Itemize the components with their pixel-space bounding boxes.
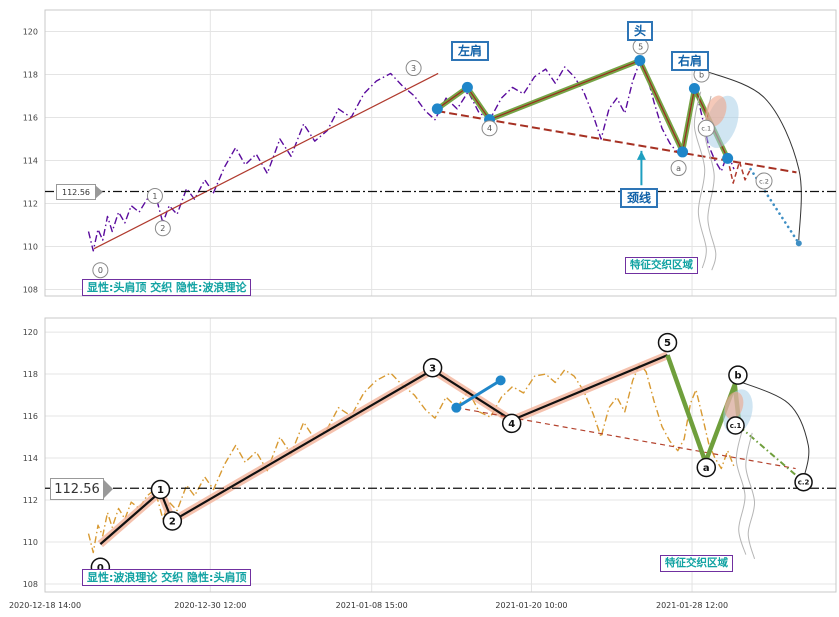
x-tick-label: 2020-12-18 14:00 [9, 601, 81, 610]
price-line-top [87, 60, 735, 252]
badge-2 [154, 220, 171, 237]
badge-3 [422, 358, 443, 378]
badge-2 [162, 511, 183, 531]
right-shoulder-label: 右肩 [671, 51, 710, 71]
hidden-shoulder-dot [495, 375, 506, 386]
x-tick-label: 2020-12-30 12:00 [174, 601, 246, 610]
pattern-dot [688, 82, 700, 94]
pattern-dot [461, 81, 473, 93]
wave-line [99, 354, 668, 545]
head-label: 头 [627, 21, 654, 41]
badge-c.1 [726, 416, 745, 435]
x-tick-label: 2021-01-28 12:00 [656, 601, 728, 610]
badge-text: 5 [664, 338, 671, 349]
badge-text: 5 [638, 42, 643, 51]
badge-text: c.2 [798, 479, 810, 487]
pattern-dot [634, 55, 646, 67]
y-tick-label: 112 [23, 496, 38, 505]
badge-0 [92, 262, 109, 279]
neckline-label: 颈线 [620, 188, 659, 208]
badge-text: b [734, 371, 741, 382]
badge-text: 2 [160, 224, 165, 233]
x-tick-label: 2021-01-20 10:00 [495, 601, 567, 610]
badge-text: c.1 [730, 422, 742, 430]
badge-text: b [699, 70, 704, 79]
badge-text: 0 [97, 563, 104, 574]
badge-text: 4 [487, 124, 492, 133]
price-tag-bottom: 112.56 [50, 478, 104, 500]
panel-legend-top: 显性:头肩顶 交织 隐性:波浪理论 [82, 279, 252, 296]
panel-border [44, 9, 837, 297]
panel-bottom: 108 110 112 114 116 118 120 0 1 2 3 4 5 a b c.1 c.2 2020-… [9, 317, 837, 610]
badge-text: 1 [152, 192, 157, 201]
y-tick-label: 114 [23, 454, 38, 463]
badge-1 [146, 188, 163, 205]
y-tick-label: 108 [23, 580, 38, 589]
panel-legend-bottom: 显性:波浪理论 交织 隐性:头肩顶 [82, 569, 252, 586]
feature-zone-label-top: 特征交织区域 [625, 257, 698, 274]
y-tick-label: 116 [23, 114, 38, 123]
y-tick-label: 120 [23, 28, 38, 37]
badge-text: 1 [157, 485, 164, 496]
spiral-line-1 [735, 428, 747, 555]
left-shoulder-label: 左肩 [451, 41, 490, 61]
y-tick-label: 120 [23, 328, 38, 337]
link-arc [736, 379, 810, 480]
badge-4 [481, 120, 498, 137]
x-tick-label: 2021-01-08 15:00 [336, 601, 408, 610]
badge-4 [501, 413, 522, 434]
tail-red-zigzag [726, 158, 752, 184]
badge-a [696, 457, 717, 478]
wave-glow [97, 351, 670, 548]
panel-border [44, 317, 837, 593]
badge-text: 2 [169, 517, 176, 528]
highlight-ellipse [705, 95, 727, 127]
feature-zone-label-bottom: 特征交织区域 [660, 555, 733, 572]
trend-line [93, 72, 439, 250]
pattern-dot [722, 152, 734, 164]
annotation-arrowhead [636, 150, 646, 160]
badge-b [728, 365, 748, 385]
badge-5 [657, 332, 678, 353]
y-tick-label: 118 [23, 71, 38, 80]
badge-c.1 [697, 119, 715, 137]
y-tick-label: 114 [23, 157, 38, 166]
badge-text: 0 [98, 266, 103, 275]
hidden-shoulder-blue [455, 379, 502, 409]
neckline-dashed [437, 110, 797, 174]
hidden-shoulder-dot [451, 402, 462, 413]
link-arc [702, 69, 802, 241]
y-tick-label: 112 [23, 200, 38, 209]
badge-text: 3 [411, 64, 416, 73]
badge-text: a [703, 463, 710, 474]
y-tick-label: 116 [23, 412, 38, 421]
badge-text: c.1 [701, 125, 711, 133]
badge-text: a [676, 164, 681, 173]
spiral-line-2 [745, 432, 756, 559]
highlight-ellipse [724, 391, 744, 420]
pattern-dot [431, 103, 443, 115]
badge-c.2 [755, 172, 773, 190]
y-tick-label: 110 [23, 538, 38, 547]
forecast-end-dot [795, 240, 802, 247]
badge-a [670, 160, 687, 177]
badge-3 [405, 60, 422, 77]
pattern-dot [677, 146, 689, 158]
abc-green-tail [738, 425, 802, 480]
price-tag-top: 112.56 [56, 184, 96, 200]
spiral-line-1 [693, 91, 707, 269]
badge-text: 4 [508, 419, 515, 430]
y-tick-label: 118 [23, 370, 38, 379]
y-tick-label: 108 [23, 286, 38, 295]
badge-text: c.2 [759, 177, 769, 185]
badge-text: 3 [429, 363, 436, 374]
badge-c.2 [794, 472, 813, 492]
panel-top: 108 110 112 114 116 118 120 0 1 2 3 4 5 a b c.1 c.2 [23, 9, 837, 297]
badge-1 [150, 479, 171, 500]
y-tick-label: 110 [23, 243, 38, 252]
